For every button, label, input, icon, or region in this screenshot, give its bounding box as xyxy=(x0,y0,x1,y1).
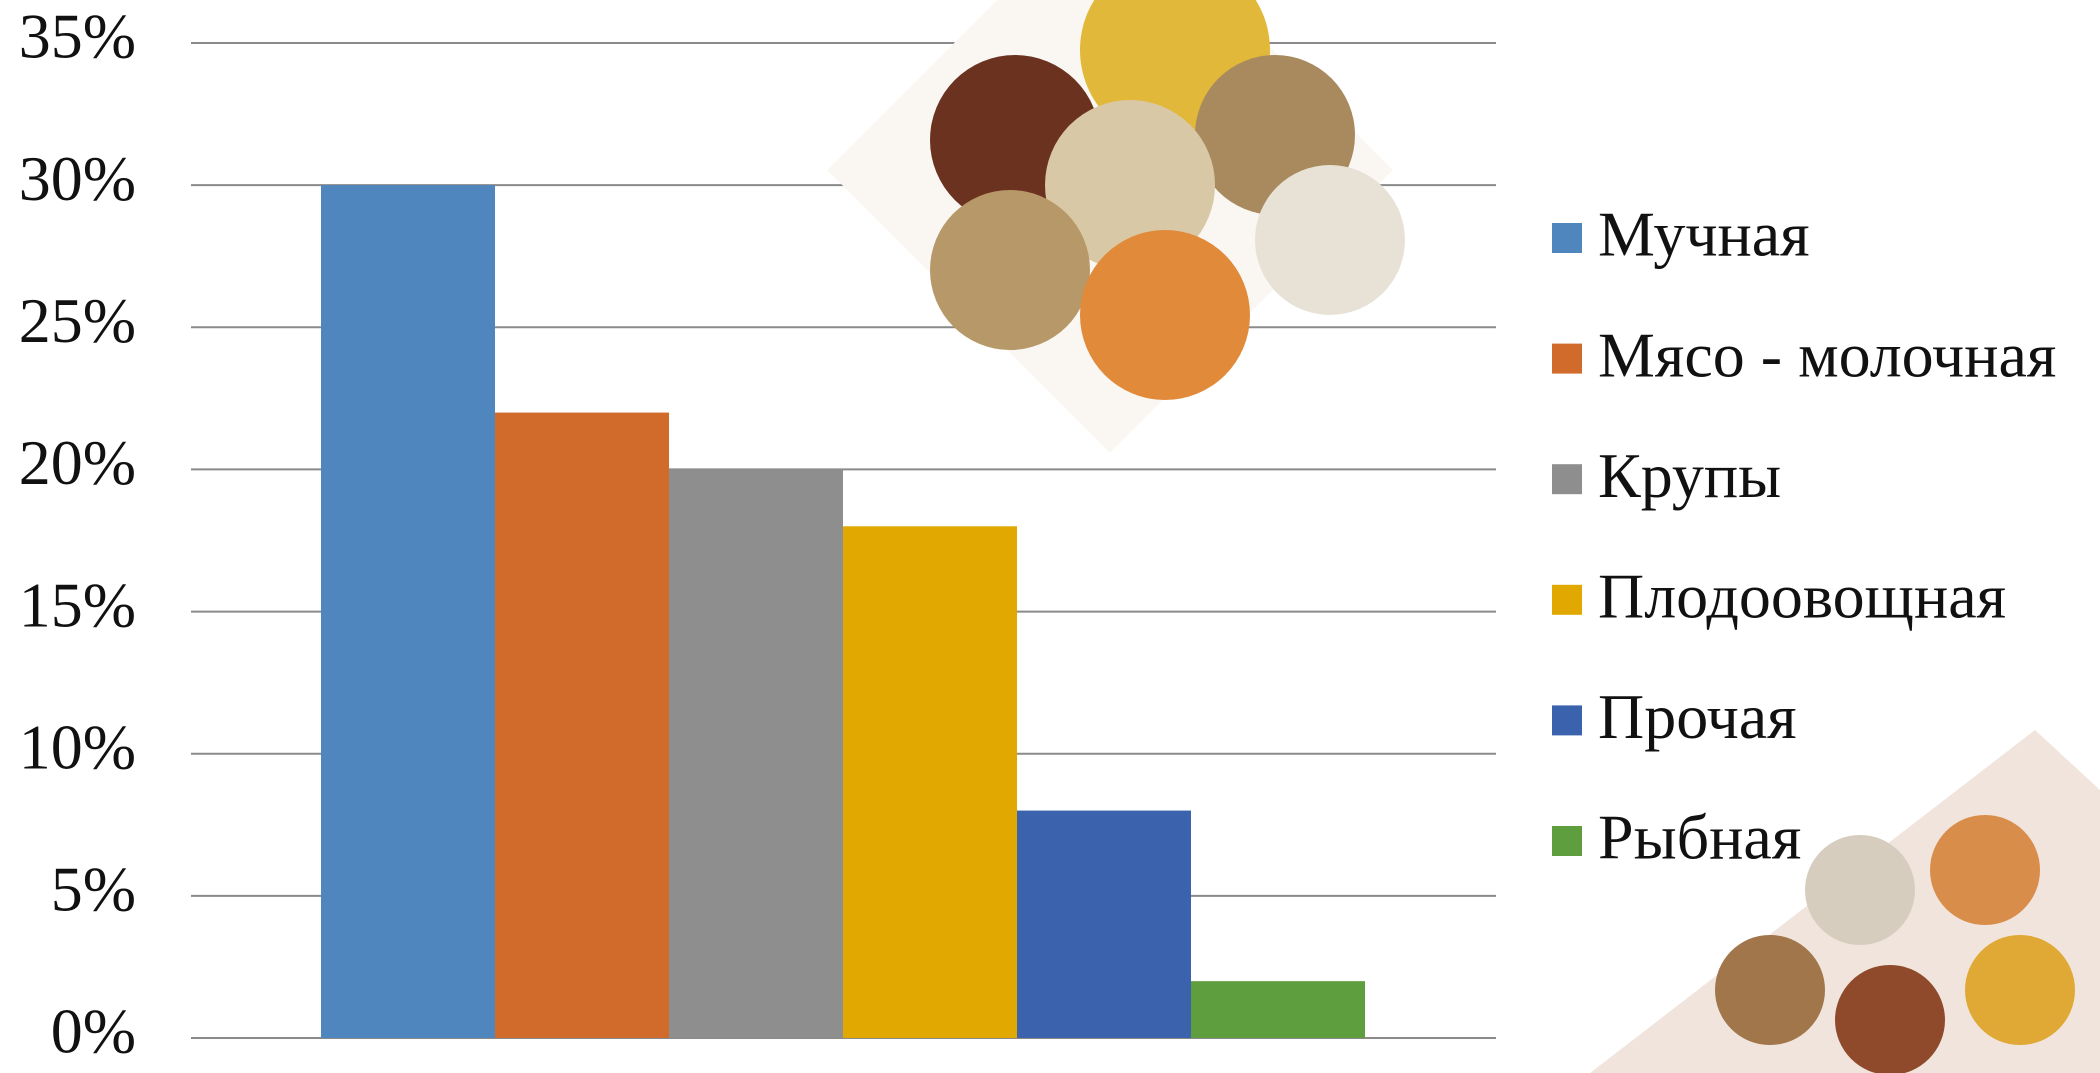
legend-label: Крупы xyxy=(1598,440,1781,511)
bar xyxy=(669,469,843,1038)
bar xyxy=(843,526,1017,1038)
legend-swatch xyxy=(1552,464,1582,495)
legend-swatch xyxy=(1552,826,1582,856)
legend-swatch xyxy=(1552,223,1582,253)
y-tick-label: 20% xyxy=(19,427,136,498)
legend: Мучная Мясо - молочная Крупы Плодоовощная Пр… xyxy=(1552,199,2056,873)
y-tick-label: 25% xyxy=(19,285,136,356)
grain-photo-top xyxy=(827,0,1405,453)
y-tick-label: 0% xyxy=(51,996,136,1067)
legend-label: Плодоовощная xyxy=(1598,560,2006,631)
legend-label: Мучная xyxy=(1598,199,1810,270)
bar xyxy=(1191,981,1365,1038)
bar xyxy=(321,185,495,1039)
y-tick-label: 15% xyxy=(19,569,136,640)
grain-photo-bottom xyxy=(1590,730,2100,1073)
legend-swatch xyxy=(1552,705,1582,736)
y-tick-label: 10% xyxy=(19,711,136,782)
bar xyxy=(495,412,669,1039)
y-tick-label: 5% xyxy=(51,854,136,925)
y-tick-label: 30% xyxy=(19,143,136,214)
legend-swatch xyxy=(1552,343,1582,374)
legend-label: Мясо - молочная xyxy=(1598,319,2056,390)
legend-label: Прочая xyxy=(1598,681,1797,752)
legend-label: Рыбная xyxy=(1598,802,1801,873)
bar xyxy=(1017,810,1191,1038)
y-tick-label: 35% xyxy=(19,1,136,72)
legend-swatch xyxy=(1552,584,1582,615)
plot-area xyxy=(321,185,1365,1039)
